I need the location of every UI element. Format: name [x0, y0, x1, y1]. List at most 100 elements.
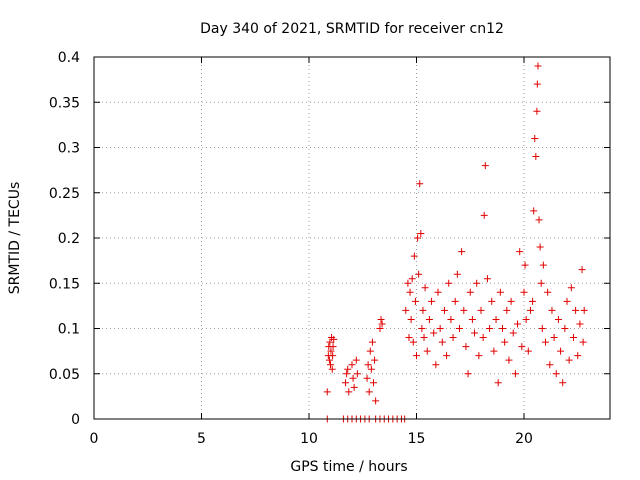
data-point — [343, 370, 351, 378]
data-point — [492, 315, 500, 323]
data-point — [561, 325, 569, 332]
data-point — [406, 288, 414, 296]
data-point — [530, 207, 538, 215]
data-point — [404, 279, 412, 287]
data-point — [378, 320, 386, 328]
data-point — [488, 297, 496, 305]
data-point — [409, 338, 417, 346]
data-point — [537, 279, 545, 287]
y-tick-label: 0.4 — [58, 50, 80, 66]
x-axis-label: GPS time / hours — [290, 459, 407, 475]
data-point — [428, 297, 436, 305]
data-point — [563, 297, 571, 305]
data-point — [494, 379, 502, 387]
data-point — [353, 370, 361, 378]
y-tick-label: 0.15 — [49, 276, 80, 292]
data-point — [462, 343, 470, 351]
data-point — [447, 315, 455, 323]
data-point — [518, 343, 526, 351]
data-point — [430, 329, 438, 337]
x-tick-label: 15 — [408, 431, 426, 447]
data-point — [574, 352, 582, 360]
data-point — [531, 134, 539, 142]
data-point — [330, 335, 338, 343]
data-point — [473, 279, 481, 287]
data-point — [539, 261, 547, 269]
data-point — [580, 306, 588, 314]
data-point — [520, 288, 528, 296]
data-point — [364, 361, 372, 369]
data-point — [542, 338, 549, 346]
data-point — [526, 306, 534, 314]
data-point — [348, 361, 356, 369]
data-point — [423, 347, 431, 355]
data-point — [507, 297, 515, 305]
data-point — [345, 388, 353, 396]
data-point — [509, 329, 517, 337]
data-point — [483, 275, 491, 283]
data-point — [496, 288, 504, 296]
data-point — [372, 397, 380, 405]
data-point — [414, 234, 422, 242]
data-point — [420, 334, 428, 342]
data-point — [536, 243, 544, 251]
data-point — [516, 248, 524, 256]
data-point — [350, 383, 358, 391]
data-point — [449, 334, 457, 342]
data-point — [480, 211, 488, 219]
y-tick-label: 0 — [71, 412, 80, 428]
data-point — [533, 80, 541, 88]
data-point — [405, 334, 413, 342]
data-point — [529, 297, 537, 305]
data-point — [325, 356, 333, 364]
data-point — [569, 334, 577, 342]
data-point — [402, 306, 410, 314]
data-point — [534, 62, 542, 70]
data-point — [329, 352, 337, 360]
data-point — [565, 356, 573, 364]
data-point — [479, 334, 487, 342]
data-point — [464, 370, 472, 378]
tick-labels: 0 5 10 15 20 0 0.05 0.1 0.15 0.2 0.25 0.3 0.35 0.4 — [49, 50, 533, 447]
data-point — [486, 325, 494, 332]
axis-ticks — [93, 56, 610, 420]
data-point — [505, 356, 513, 364]
data-point — [579, 338, 587, 346]
data-point — [365, 388, 373, 396]
data-point — [522, 315, 530, 323]
data-point — [503, 306, 511, 314]
data-point — [451, 297, 459, 305]
data-point — [371, 356, 379, 364]
chart-title: Day 340 of 2021, SRMTID for receiver cn1… — [200, 21, 504, 37]
data-point — [524, 347, 532, 355]
data-point — [481, 162, 489, 170]
data-point — [521, 261, 529, 269]
data-point — [453, 270, 461, 278]
data-point — [367, 365, 375, 373]
data-point — [533, 107, 541, 115]
data-point — [352, 356, 360, 364]
data-point — [416, 180, 424, 188]
data-point — [538, 325, 546, 332]
data-point — [432, 361, 440, 369]
data-point — [329, 343, 337, 351]
data-point — [460, 306, 468, 314]
data-point — [576, 320, 584, 328]
data-point — [468, 315, 476, 323]
data-point — [407, 315, 415, 323]
data-point — [458, 248, 466, 256]
data-point — [544, 288, 552, 296]
data-point — [344, 365, 352, 373]
data-point — [434, 288, 442, 296]
data-point — [421, 284, 429, 292]
data-point — [327, 361, 334, 369]
data-point — [546, 361, 554, 369]
y-tick-label: 0.35 — [49, 95, 80, 111]
data-point — [550, 334, 558, 342]
y-tick-label: 0.2 — [58, 231, 80, 247]
y-axis-label: SRMTID / TECUs — [7, 182, 23, 295]
data-point — [368, 338, 376, 346]
data-point — [363, 374, 371, 382]
data-point — [466, 288, 474, 296]
data-point — [440, 306, 448, 314]
